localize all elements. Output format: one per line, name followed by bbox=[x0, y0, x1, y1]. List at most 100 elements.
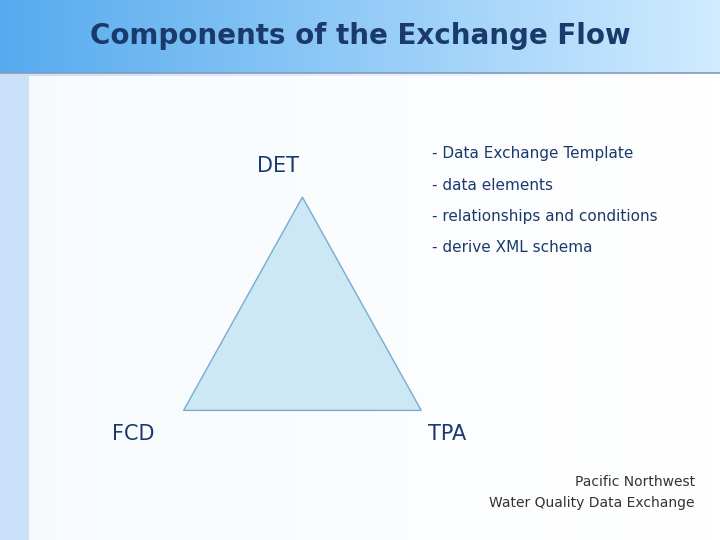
Bar bbox=[420, 0, 424, 73]
Bar bbox=[96, 0, 100, 540]
Bar bbox=[365, 0, 369, 540]
Bar bbox=[158, 0, 162, 540]
Bar bbox=[657, 0, 662, 540]
Bar bbox=[185, 0, 189, 73]
Bar bbox=[127, 0, 131, 540]
Bar bbox=[480, 0, 484, 540]
Polygon shape bbox=[184, 197, 421, 410]
Bar bbox=[605, 0, 608, 73]
Bar bbox=[612, 0, 616, 73]
Bar bbox=[245, 0, 248, 540]
Bar bbox=[619, 0, 623, 540]
Bar bbox=[379, 0, 383, 73]
Bar bbox=[653, 0, 657, 540]
Bar bbox=[65, 0, 68, 73]
Bar bbox=[326, 0, 330, 540]
Bar bbox=[238, 0, 241, 73]
Bar bbox=[168, 0, 172, 73]
Bar bbox=[675, 0, 678, 73]
Bar bbox=[612, 0, 616, 540]
Bar bbox=[391, 0, 395, 540]
Bar bbox=[146, 0, 150, 540]
Bar bbox=[610, 0, 613, 73]
Bar bbox=[689, 0, 693, 73]
Bar bbox=[230, 0, 234, 73]
Bar bbox=[34, 0, 37, 73]
Bar bbox=[528, 0, 532, 73]
Bar bbox=[571, 0, 575, 73]
Bar bbox=[432, 0, 436, 540]
Bar bbox=[477, 0, 482, 73]
Bar bbox=[423, 0, 426, 73]
Bar bbox=[171, 0, 174, 73]
Bar bbox=[487, 0, 491, 73]
Bar bbox=[583, 0, 587, 73]
Bar bbox=[149, 0, 153, 73]
Bar bbox=[576, 0, 580, 73]
Bar bbox=[384, 0, 388, 73]
Bar bbox=[713, 0, 716, 540]
Bar bbox=[482, 0, 486, 540]
Bar bbox=[269, 0, 273, 73]
Bar bbox=[158, 0, 162, 73]
Bar bbox=[492, 0, 496, 540]
Bar bbox=[437, 0, 441, 73]
Bar bbox=[182, 0, 186, 73]
Bar bbox=[562, 0, 565, 540]
Bar bbox=[79, 0, 83, 540]
Bar bbox=[5, 0, 9, 73]
Bar bbox=[233, 0, 237, 540]
Bar bbox=[216, 0, 220, 540]
Bar bbox=[403, 0, 407, 540]
Text: - Data Exchange Template: - Data Exchange Template bbox=[432, 146, 634, 161]
Bar bbox=[156, 0, 160, 540]
Bar bbox=[333, 0, 338, 73]
Bar bbox=[187, 0, 191, 540]
Bar bbox=[108, 0, 112, 73]
Bar bbox=[31, 0, 35, 73]
Bar bbox=[468, 0, 472, 73]
Bar bbox=[552, 0, 556, 73]
Bar bbox=[535, 0, 539, 540]
Bar bbox=[509, 0, 513, 73]
Bar bbox=[189, 0, 194, 73]
Bar bbox=[588, 0, 592, 540]
Bar bbox=[45, 0, 50, 73]
Bar bbox=[36, 0, 40, 540]
Bar bbox=[276, 0, 280, 540]
Bar bbox=[202, 0, 205, 73]
Bar bbox=[675, 0, 678, 540]
Bar bbox=[283, 0, 287, 540]
Bar bbox=[598, 0, 601, 540]
Bar bbox=[449, 0, 453, 73]
Bar bbox=[650, 0, 654, 540]
Bar bbox=[43, 0, 47, 540]
Bar bbox=[564, 0, 568, 73]
Bar bbox=[430, 0, 433, 73]
Bar bbox=[315, 0, 318, 73]
Bar bbox=[67, 0, 71, 73]
Bar bbox=[461, 0, 464, 540]
Bar bbox=[682, 0, 685, 540]
Bar bbox=[65, 0, 68, 540]
Bar bbox=[38, 0, 42, 73]
Bar bbox=[319, 0, 323, 540]
Bar bbox=[396, 0, 400, 540]
Bar bbox=[223, 0, 227, 540]
Bar bbox=[194, 0, 198, 73]
Bar bbox=[99, 0, 102, 540]
Bar bbox=[636, 0, 640, 73]
Bar bbox=[590, 0, 594, 540]
Bar bbox=[171, 0, 174, 540]
Bar bbox=[257, 0, 261, 73]
Bar bbox=[207, 0, 210, 73]
Bar bbox=[63, 0, 66, 540]
Bar bbox=[571, 0, 575, 540]
Bar bbox=[590, 0, 594, 73]
Bar bbox=[470, 0, 474, 73]
Bar bbox=[382, 0, 385, 73]
Bar bbox=[391, 0, 395, 73]
Bar bbox=[655, 0, 659, 540]
Bar bbox=[247, 0, 251, 73]
Bar bbox=[7, 0, 11, 540]
